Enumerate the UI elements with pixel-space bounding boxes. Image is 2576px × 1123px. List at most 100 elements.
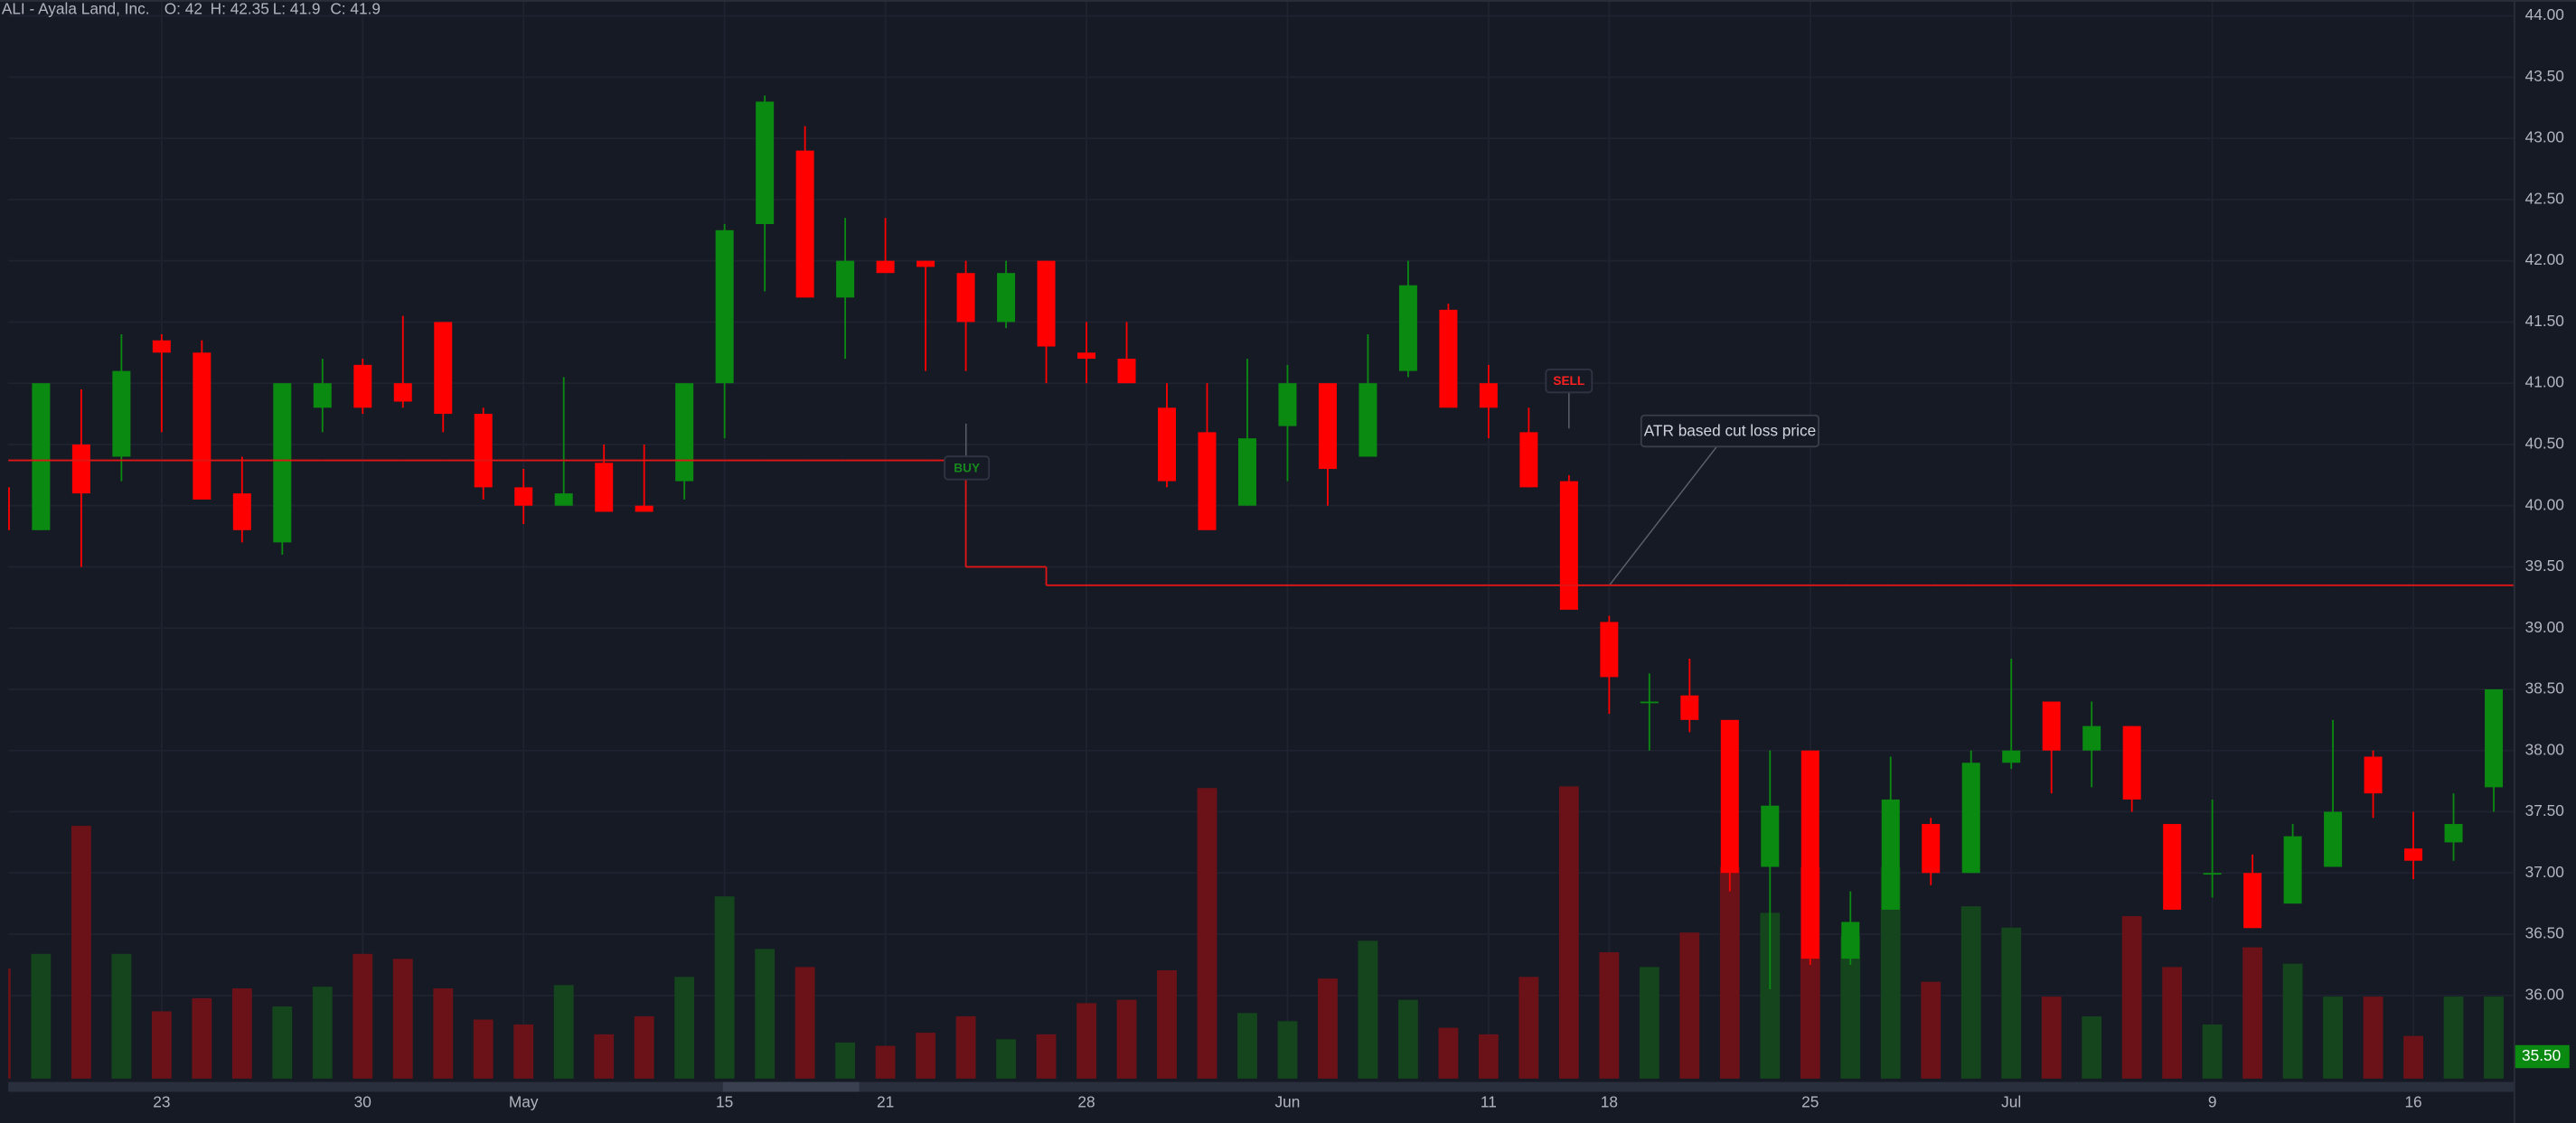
- candle-body: [1479, 383, 1498, 408]
- candle-body: [554, 493, 573, 506]
- volume-bar: [755, 949, 776, 1079]
- volume-bar: [1237, 1013, 1257, 1079]
- candle-body: [2444, 824, 2463, 843]
- candle-body: [2485, 688, 2504, 788]
- volume-bar: [1760, 912, 1781, 1079]
- volume-bar: [794, 967, 815, 1079]
- candle-body: [1117, 359, 1136, 384]
- volume-bar: [916, 1033, 935, 1079]
- y-tick-label: 38.00: [2525, 740, 2564, 758]
- candle-body: [1881, 799, 1900, 910]
- candle-body: [1640, 701, 1659, 704]
- volume-bar: [2242, 947, 2263, 1079]
- candle-body: [876, 260, 895, 274]
- volume-bar: [1719, 866, 1740, 1079]
- overlay: BUY SELL ATR based cut loss price: [8, 368, 2514, 586]
- volume-bar: [1639, 967, 1659, 1079]
- volume-bar: [433, 987, 454, 1079]
- last-price-label: 35.50: [2522, 1046, 2561, 1064]
- x-tick-label: 15: [716, 1093, 733, 1111]
- x-tick-label: 28: [1077, 1093, 1095, 1111]
- volume-bar: [1358, 941, 1378, 1079]
- candle-body: [273, 383, 292, 543]
- candle-body: [595, 463, 614, 512]
- candle-body: [71, 444, 90, 494]
- volume-bar: [634, 1015, 654, 1079]
- candle-body: [917, 260, 935, 267]
- sell-box: [1545, 368, 1594, 394]
- candle-body: [112, 370, 131, 457]
- volume-bar: [594, 1034, 615, 1079]
- scrollbar[interactable]: [8, 1081, 2514, 1092]
- volume-bar: [1840, 935, 1861, 1079]
- x-tick-label: 11: [1481, 1093, 1497, 1111]
- price-pane: [8, 95, 2504, 990]
- atr-label: ATR based cut loss price: [1644, 422, 1816, 440]
- volume-bar: [553, 985, 574, 1079]
- x-tick-label: Jul: [2001, 1093, 2021, 1111]
- scroll-thumb[interactable]: [722, 1081, 860, 1092]
- volume-bar: [272, 1006, 293, 1079]
- volume-bar: [1076, 1003, 1096, 1079]
- candle-body: [514, 487, 533, 506]
- volume-bar: [2001, 927, 2022, 1079]
- y-tick-label: 39.00: [2525, 618, 2564, 636]
- candle-body: [2404, 848, 2423, 861]
- y-tick-label: 43.50: [2525, 67, 2564, 85]
- volume-bar: [513, 1024, 534, 1079]
- volume-bar: [996, 1039, 1016, 1079]
- buy-box: [944, 455, 991, 481]
- candle-body: [997, 273, 1016, 323]
- y-tick-label: 40.00: [2525, 495, 2564, 513]
- y-tick-label: 36.00: [2525, 985, 2564, 1003]
- candle-body: [393, 383, 412, 402]
- candle-body: [152, 340, 171, 353]
- candle-body: [715, 229, 734, 384]
- candle-body: [1278, 383, 1297, 426]
- volume-bar: [392, 959, 413, 1079]
- x-tick-label: May: [509, 1093, 539, 1111]
- volume-bar: [1157, 969, 1177, 1079]
- grid: [8, 0, 2514, 1079]
- volume-bar: [111, 953, 132, 1079]
- candle-body: [1318, 383, 1337, 470]
- candle-body: [2002, 750, 2021, 763]
- volume-bar: [1518, 977, 1539, 1079]
- candle-body: [1198, 432, 1217, 530]
- sell-label: SELL: [1553, 374, 1584, 388]
- candle-body: [1800, 750, 1819, 959]
- volume-bar: [2082, 1015, 2102, 1079]
- candle-body: [1439, 309, 1458, 408]
- volume-bar: [1036, 1034, 1057, 1079]
- volume-bar: [71, 826, 91, 1079]
- volume-bar: [2363, 997, 2383, 1079]
- ohlc-legend: H: 42.35: [211, 0, 269, 17]
- candle-body: [1559, 481, 1578, 610]
- candle-body: [1037, 260, 1056, 347]
- candle-body: [2122, 725, 2141, 800]
- candle-body: [2324, 811, 2343, 867]
- candle-body: [1922, 824, 1941, 874]
- candle-body: [2203, 873, 2222, 875]
- y-tick-label: 36.50: [2525, 924, 2564, 942]
- volume-bar: [2282, 963, 2303, 1079]
- candle-body: [1961, 763, 1980, 874]
- y-tick-label: 43.00: [2525, 128, 2564, 146]
- atr-pointer: [1609, 445, 1717, 585]
- volume-bar: [2403, 1035, 2423, 1079]
- candle-body: [1519, 432, 1538, 488]
- x-tick-label: 25: [1801, 1093, 1819, 1111]
- volume-bar: [674, 977, 695, 1079]
- candle-body: [2082, 725, 2101, 751]
- candle-body: [2364, 756, 2383, 794]
- volume-bar: [2041, 997, 2062, 1079]
- x-tick-label: 30: [354, 1093, 371, 1111]
- y-tick-label: 44.00: [2525, 5, 2564, 23]
- volume-bar: [353, 953, 373, 1079]
- last-price-badge: [2515, 1044, 2570, 1069]
- volume-bar: [151, 1011, 172, 1079]
- volume-bar: [714, 896, 735, 1079]
- y-tick-label: 37.50: [2525, 801, 2564, 819]
- x-tick-label: 18: [1601, 1093, 1618, 1111]
